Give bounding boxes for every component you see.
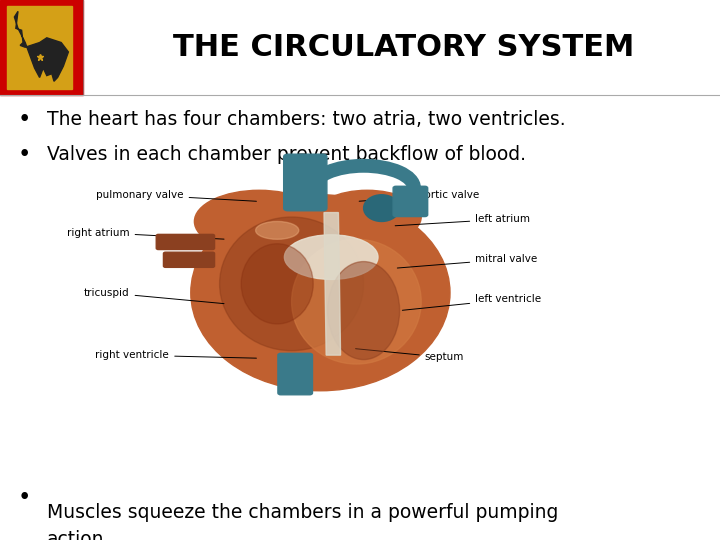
- Ellipse shape: [220, 217, 364, 350]
- Text: right ventricle: right ventricle: [96, 350, 256, 360]
- Ellipse shape: [241, 244, 313, 324]
- Ellipse shape: [191, 195, 450, 391]
- Text: The heart has four chambers: two atria, two ventricles.: The heart has four chambers: two atria, …: [47, 110, 565, 129]
- FancyBboxPatch shape: [163, 252, 215, 267]
- Text: tricuspid: tricuspid: [84, 288, 224, 303]
- Ellipse shape: [284, 235, 378, 279]
- Ellipse shape: [328, 261, 400, 360]
- Ellipse shape: [292, 239, 421, 364]
- Bar: [0, 0, 83, 94]
- Bar: [7, 5, 72, 89]
- Text: septum: septum: [356, 349, 464, 362]
- Text: aortic valve: aortic valve: [359, 190, 479, 201]
- Ellipse shape: [313, 190, 421, 244]
- Ellipse shape: [364, 195, 400, 221]
- FancyBboxPatch shape: [278, 353, 312, 395]
- Text: mitral valve: mitral valve: [397, 254, 537, 268]
- Ellipse shape: [256, 221, 299, 239]
- Text: •: •: [18, 486, 32, 509]
- Text: •: •: [18, 107, 32, 131]
- FancyBboxPatch shape: [156, 234, 215, 249]
- Ellipse shape: [194, 190, 324, 253]
- FancyBboxPatch shape: [284, 154, 327, 211]
- Polygon shape: [14, 11, 68, 81]
- Text: left atrium: left atrium: [395, 214, 530, 226]
- Text: •: •: [18, 143, 32, 166]
- Text: pulmonary valve: pulmonary valve: [96, 190, 256, 201]
- Text: right atrium: right atrium: [67, 227, 224, 239]
- FancyBboxPatch shape: [393, 186, 428, 217]
- Polygon shape: [324, 213, 341, 355]
- Text: THE CIRCULATORY SYSTEM: THE CIRCULATORY SYSTEM: [173, 33, 634, 62]
- Text: Muscles squeeze the chambers in a powerful pumping
action.: Muscles squeeze the chambers in a powerf…: [47, 503, 558, 540]
- Text: Valves in each chamber prevent backflow of blood.: Valves in each chamber prevent backflow …: [47, 145, 526, 164]
- Text: left ventricle: left ventricle: [402, 294, 541, 310]
